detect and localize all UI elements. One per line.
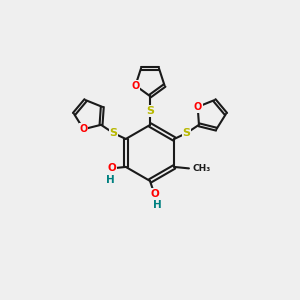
Text: S: S <box>146 106 154 116</box>
Text: O: O <box>150 189 159 199</box>
Text: O: O <box>194 102 202 112</box>
Text: O: O <box>80 124 88 134</box>
Text: H: H <box>153 200 162 210</box>
Text: O: O <box>107 164 116 173</box>
Text: H: H <box>106 175 115 184</box>
Text: S: S <box>110 128 117 138</box>
Text: O: O <box>131 80 140 91</box>
Text: CH₃: CH₃ <box>193 164 211 173</box>
Text: S: S <box>183 128 190 138</box>
